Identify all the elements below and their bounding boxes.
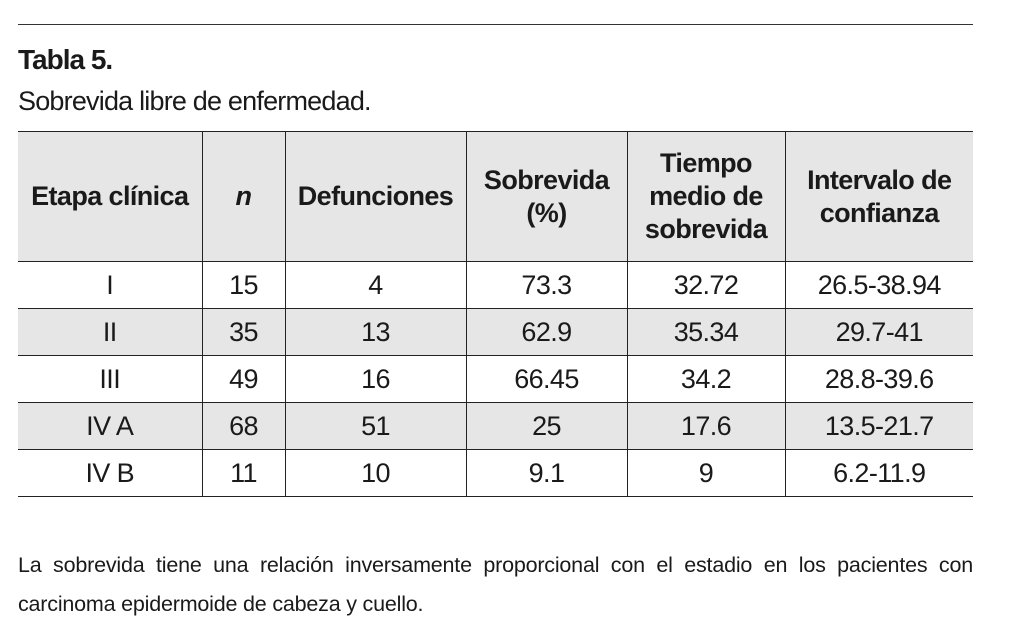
table-row: II 35 13 62.9 35.34 29.7-41 <box>18 308 973 356</box>
table-body: I 15 4 73.3 32.72 26.5-38.94 II 35 13 62.9 35.34 29… <box>18 261 973 497</box>
column-header: n <box>201 131 285 262</box>
table-cell: 28.8-39.6 <box>784 355 973 403</box>
footnote: La sobrevida tiene una relación inversam… <box>18 553 973 616</box>
table-row: IV B 11 10 9.1 9 6.2-11.9 <box>18 449 973 497</box>
table-cell: 16 <box>284 355 466 403</box>
table-cell: 10 <box>284 449 466 497</box>
table-cell: 62.9 <box>465 308 627 356</box>
table-cell: 32.72 <box>626 261 785 309</box>
column-header: Sobrevida (%) <box>465 131 627 262</box>
column-header: Etapa clínica <box>18 131 202 262</box>
table-cell: 51 <box>284 402 466 450</box>
table-cell: 49 <box>201 355 285 403</box>
header-row: Etapa clínica n Defunciones Sobrevida (%) Ti… <box>18 131 973 262</box>
table-title: Tabla 5. <box>18 44 113 75</box>
table-cell: 66.45 <box>465 355 627 403</box>
table-cell: 73.3 <box>465 261 627 309</box>
table-cell: 29.7-41 <box>784 308 973 356</box>
table-cell: 13 <box>284 308 466 356</box>
table-cell: IV A <box>18 402 202 450</box>
table-cell: 9.1 <box>465 449 627 497</box>
table-row: I 15 4 73.3 32.72 26.5-38.94 <box>18 261 973 309</box>
top-rule <box>18 24 973 25</box>
table-cell: 26.5-38.94 <box>784 261 973 309</box>
table-cell: 6.2-11.9 <box>784 449 973 497</box>
column-header: Tiempo medio de sobrevida <box>626 131 785 262</box>
table-subtitle: Sobrevida libre de enfermedad. <box>18 86 372 116</box>
table-cell: 11 <box>201 449 285 497</box>
table-cell: IV B <box>18 449 202 497</box>
table-cell: III <box>18 355 202 403</box>
table-cell: 25 <box>465 402 627 450</box>
column-header: Defunciones <box>284 131 466 262</box>
table-cell: 17.6 <box>626 402 785 450</box>
table-row: III 49 16 66.45 34.2 28.8-39.6 <box>18 355 973 403</box>
table-cell: 9 <box>626 449 785 497</box>
table-cell: 35.34 <box>626 308 785 356</box>
table-cell: 34.2 <box>626 355 785 403</box>
table-row: IV A 68 51 25 17.6 13.5-21.7 <box>18 402 973 450</box>
table-cell: 13.5-21.7 <box>784 402 973 450</box>
table-cell: 4 <box>284 261 466 309</box>
table-cell: I <box>18 261 202 309</box>
column-header: Intervalo de confianza <box>784 131 973 262</box>
table-cell: 15 <box>201 261 285 309</box>
table-cell: 35 <box>201 308 285 356</box>
table-cell: 68 <box>201 402 285 450</box>
table-cell: II <box>18 308 202 356</box>
data-table: Etapa clínica n Defunciones Sobrevida (%) Ti… <box>18 131 973 497</box>
